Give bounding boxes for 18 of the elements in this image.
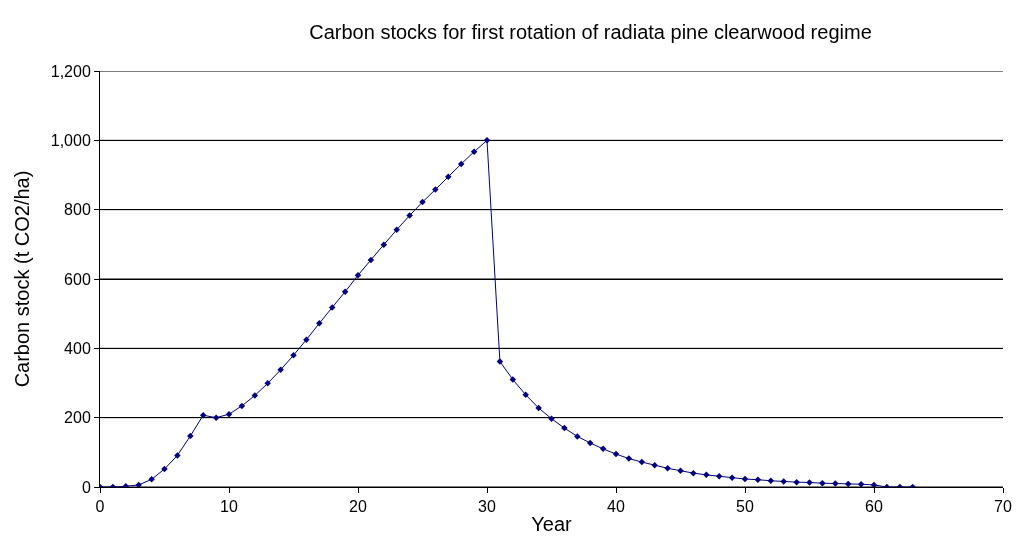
y-tick-label: 0 bbox=[81, 478, 91, 496]
y-tick-label: 800 bbox=[64, 201, 91, 219]
x-tick-label: 0 bbox=[95, 498, 105, 516]
y-tick-label: 1,200 bbox=[50, 62, 91, 80]
chart-title: Carbon stocks for first rotation of radiata pine clearwood regime bbox=[309, 20, 872, 43]
x-tick-label: 20 bbox=[349, 498, 367, 516]
y-tick-label: 600 bbox=[64, 270, 91, 288]
x-tick-label: 70 bbox=[994, 498, 1012, 516]
x-tick-label: 30 bbox=[478, 498, 496, 516]
x-tick-label: 50 bbox=[736, 498, 754, 516]
x-axis-title: Year bbox=[531, 512, 573, 535]
y-tick-label: 1,000 bbox=[50, 131, 91, 149]
x-tick-label: 60 bbox=[865, 498, 883, 516]
x-tick-label: 40 bbox=[607, 498, 625, 516]
y-tick-label: 400 bbox=[64, 339, 91, 357]
y-axis-title: Carbon stock (t CO2/ha) bbox=[11, 170, 34, 388]
x-tick-label: 10 bbox=[220, 498, 238, 516]
y-tick-label: 200 bbox=[64, 409, 91, 427]
